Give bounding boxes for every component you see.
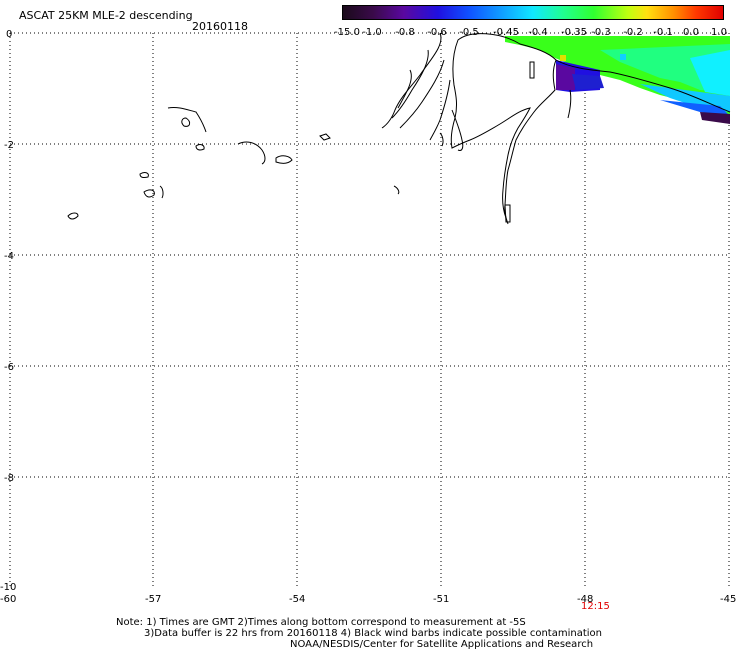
- map-title: ASCAT 25KM MLE-2 descending: [19, 9, 193, 22]
- y-tick-2: -4: [4, 251, 14, 262]
- x-tick-5: -45: [720, 594, 736, 605]
- x-tick-3: -51: [433, 594, 449, 605]
- colorbar-label: -0.3: [591, 27, 611, 38]
- y-tick-1: -2: [4, 140, 14, 151]
- y-axis-labels: 0 -2 -4 -6 -8 -10: [0, 29, 16, 593]
- x-tick-4: -48: [577, 594, 593, 605]
- footnote-line-1: Note: 1) Times are GMT 2)Times along bot…: [116, 617, 526, 628]
- x-tick-0: -60: [0, 594, 16, 605]
- x-axis-labels: -60 -57 -54 -51 -48 -45: [0, 594, 736, 605]
- colorbar-label: -0.8: [395, 27, 415, 38]
- swath-time-label: 12:15: [581, 601, 610, 612]
- y-tick-5: -10: [0, 582, 16, 593]
- x-tick-1: -57: [145, 594, 161, 605]
- coastlines: [67, 32, 731, 225]
- y-tick-4: -8: [4, 473, 14, 484]
- colorbar-label: -0.5: [459, 27, 479, 38]
- wind-swath: [505, 36, 730, 124]
- grid-lines: [9, 32, 730, 588]
- y-tick-3: -6: [4, 362, 14, 373]
- colorbar-label: -0.6: [427, 27, 447, 38]
- y-tick-0: 0: [6, 29, 12, 40]
- color-scale-bar: [342, 5, 724, 20]
- footnote-line-3: NOAA/NESDIS/Center for Satellite Applica…: [290, 639, 594, 650]
- x-tick-2: -54: [289, 594, 305, 605]
- colorbar-label: -0.2: [623, 27, 643, 38]
- colorbar-label: -1.0: [362, 27, 382, 38]
- footnote-line-2: 3)Data buffer is 22 hrs from 20160118 4)…: [144, 628, 602, 639]
- map-date: 20160118: [192, 20, 248, 33]
